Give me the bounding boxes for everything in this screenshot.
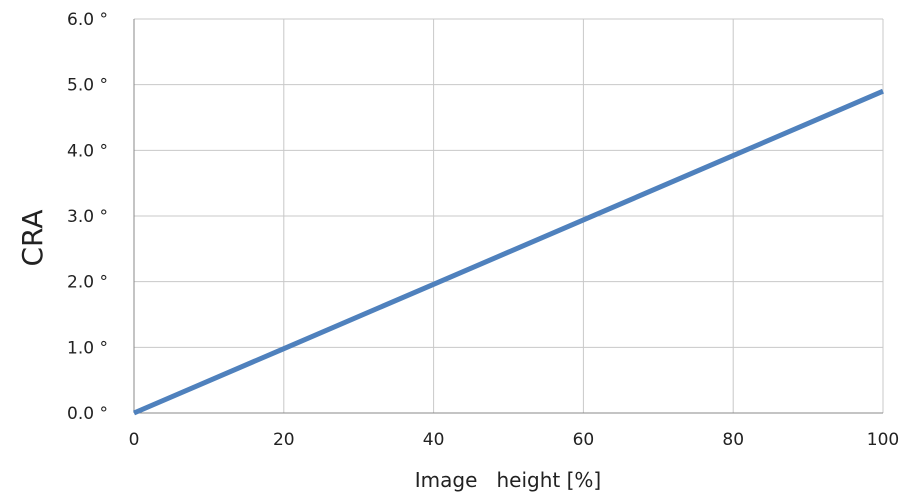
y-axis-title: CRA — [16, 209, 49, 266]
series-line — [133, 88, 884, 416]
x-tick-label: 80 — [722, 430, 744, 450]
grid-lines — [134, 18, 884, 413]
y-tick-label: 0.0 ° — [67, 404, 108, 424]
tick-labels: 0 20 40 60 80 100 0.0 ° 1.0 ° 2.0 ° 3.0 ° 4.0 ° 5.0… — [67, 10, 899, 450]
x-tick-label: 20 — [273, 430, 295, 450]
x-tick-label: 60 — [573, 430, 595, 450]
y-tick-label: 3.0 ° — [67, 207, 108, 227]
y-tick-label: 4.0 ° — [67, 141, 108, 161]
y-tick-label: 1.0 ° — [67, 338, 108, 358]
x-tick-label: 40 — [423, 430, 445, 450]
y-tick-label: 5.0 ° — [67, 76, 108, 96]
y-tick-label: 6.0 ° — [67, 10, 108, 30]
x-axis-title: Image height [%] — [415, 468, 601, 492]
axes — [133, 19, 883, 414]
x-tick-label: 100 — [867, 430, 899, 450]
series-lines — [133, 88, 884, 416]
y-tick-label: 2.0 ° — [67, 273, 108, 293]
x-tick-label: 0 — [129, 430, 140, 450]
